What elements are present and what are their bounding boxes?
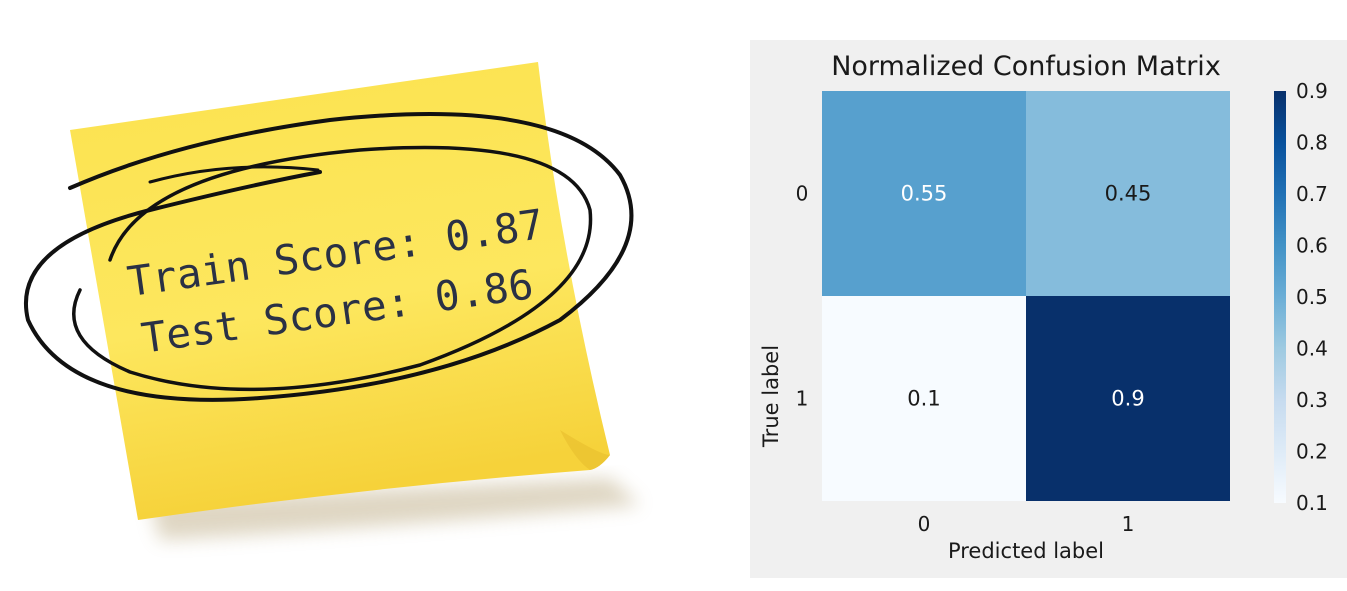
x-tick-label: 0: [918, 512, 931, 536]
confusion-matrix-panel: Normalized Confusion Matrix 0.55 0.45 0.1 0…: [750, 40, 1347, 578]
heatmap-cell-0-0: [822, 91, 1026, 296]
y-axis-label: True label: [759, 345, 783, 448]
chart-title: Normalized Confusion Matrix: [831, 51, 1221, 82]
heatmap-cell-0-1: [1026, 91, 1230, 296]
x-tick-label: 1: [1122, 512, 1135, 536]
colorbar-tick-label: 0.2: [1296, 440, 1328, 464]
x-axis-label: Predicted label: [948, 539, 1104, 563]
cell-value-label: 0.9: [1111, 387, 1144, 411]
ink-circle-scribble: [24, 112, 634, 402]
heatmap-cells: [822, 91, 1230, 501]
colorbar-tick-label: 0.1: [1296, 491, 1328, 515]
cell-value-label: 0.55: [901, 182, 948, 206]
sticky-note-shadow: [150, 478, 640, 540]
sticky-note-illustration: Train Score: 0.87 Test Score: 0.86: [24, 62, 640, 540]
heatmap-cell-1-0: [822, 296, 1026, 501]
cell-value-label: 0.1: [907, 387, 940, 411]
sticky-note: [70, 62, 610, 520]
colorbar-tick-label: 0.3: [1296, 388, 1328, 412]
cell-value-label: 0.45: [1105, 182, 1152, 206]
heatmap-cell-labels: 0.55 0.45 0.1 0.9: [901, 182, 1152, 411]
colorbar-tick-label: 0.4: [1296, 337, 1328, 361]
colorbar-tick-label: 0.7: [1296, 182, 1328, 206]
y-tick-label: 0: [796, 182, 809, 206]
y-tick-label: 1: [796, 387, 809, 411]
colorbar-tick-label: 0.5: [1296, 285, 1328, 309]
colorbar: [1274, 91, 1286, 503]
colorbar-tick-label: 0.6: [1296, 234, 1328, 258]
colorbar-tick-label: 0.9: [1296, 79, 1328, 103]
colorbar-tick-labels: 0.1 0.2 0.3 0.4 0.5 0.6 0.7 0.8 0.9: [1296, 79, 1328, 515]
colorbar-tick-label: 0.8: [1296, 131, 1328, 155]
heatmap-cell-1-1: [1026, 296, 1230, 501]
confusion-matrix-chart: Normalized Confusion Matrix 0.55 0.450.1 0…: [759, 51, 1328, 563]
y-tick-labels: 01: [796, 182, 809, 411]
sticky-note-curl: [560, 430, 610, 470]
